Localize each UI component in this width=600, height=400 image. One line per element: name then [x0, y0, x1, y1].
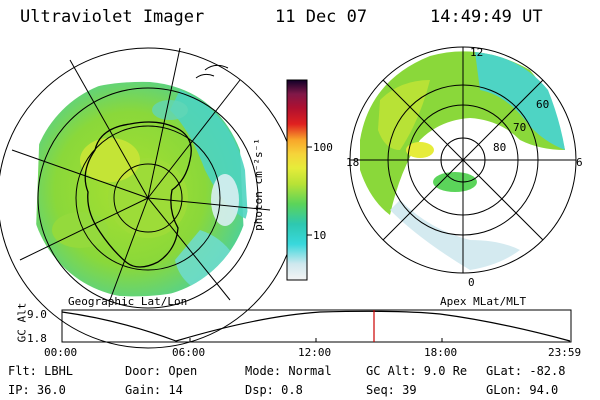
right-map-caption: Apex MLat/MLT — [440, 295, 527, 308]
mlat-label-80: 80 — [493, 141, 507, 154]
colorbar-label: photon cm⁻²s⁻¹ — [251, 138, 265, 231]
mlat-label-70: 70 — [513, 121, 527, 134]
info-mode: Mode: Normal — [245, 364, 332, 378]
info-glon: GLon: 94.0 — [486, 383, 559, 397]
left-aurora-image — [30, 78, 250, 298]
info-seq: Seq: 39 — [366, 383, 417, 397]
colorbar — [286, 79, 312, 281]
geographic-map — [0, 47, 299, 349]
header-date: 11 Dec 07 — [275, 7, 368, 27]
timeline-ytick-bottom: 1.8 — [27, 332, 47, 345]
magnetic-map — [349, 46, 577, 274]
left-map-caption: Geographic Lat/Lon — [68, 295, 188, 308]
mlat-label-60: 60 — [536, 98, 550, 111]
info-gc-alt: GC Alt: 9.0 Re — [366, 364, 468, 378]
info-glat: GLat: -82.8 — [486, 364, 566, 378]
timeline-xtick-0000: 00:00 — [44, 346, 78, 359]
info-dsp: Dsp: 0.8 — [245, 383, 303, 397]
timeline-xtick-2359: 23:59 — [548, 346, 582, 359]
info-door: Door: Open — [125, 364, 198, 378]
info-ip: IP: 36.0 — [8, 383, 66, 397]
mlt-label-0: 0 — [468, 276, 475, 289]
header-time: 14:49:49 UT — [430, 7, 543, 27]
info-filter: Flt: LBHL — [8, 364, 74, 378]
info-gain: Gain: 14 — [125, 383, 183, 397]
mlt-label-12: 12 — [470, 46, 484, 59]
mlt-label-18: 18 — [346, 156, 360, 169]
mlt-label-6: 6 — [576, 156, 583, 169]
timeline-xtick-1200: 12:00 — [298, 346, 332, 359]
app-title: Ultraviolet Imager — [20, 7, 205, 27]
orbit-timeline — [61, 309, 572, 343]
timeline-xtick-0600: 06:00 — [172, 346, 206, 359]
timeline-xtick-1800: 18:00 — [424, 346, 458, 359]
colorbar-tick-10: 10 — [313, 229, 327, 242]
colorbar-tick-100: 100 — [313, 141, 333, 154]
timeline-ytick-top: 9.0 — [27, 308, 47, 321]
